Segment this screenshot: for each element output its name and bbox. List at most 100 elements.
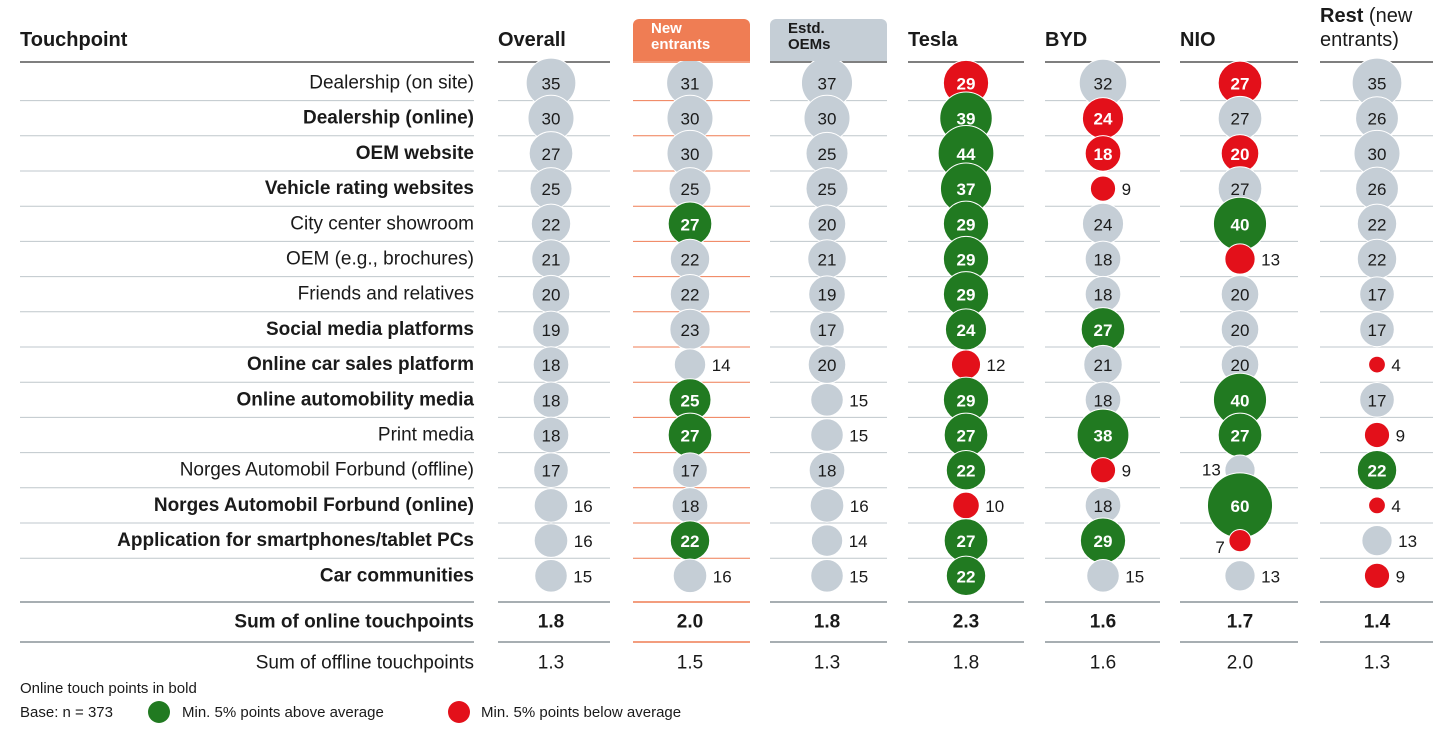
- value-label: 18: [818, 462, 837, 481]
- sum-offline-value: 2.0: [1227, 653, 1253, 674]
- value-bubble: [1359, 311, 1395, 348]
- value-label: 29: [957, 251, 976, 270]
- value-label: 20: [542, 286, 561, 305]
- value-label: 29: [1094, 532, 1113, 551]
- column-header-rest-normal: (new entrants): [1320, 5, 1413, 51]
- sum-online-label: Sum of online touchpoints: [234, 612, 474, 633]
- row-label: Friends and relatives: [298, 284, 474, 305]
- value-label: 25: [681, 391, 700, 410]
- value-bubble: [534, 559, 568, 593]
- sum-online-value: 1.8: [538, 612, 564, 633]
- value-label: 22: [681, 251, 700, 270]
- column-header-line: New: [651, 20, 682, 37]
- value-label: 15: [849, 567, 868, 586]
- value-label: 19: [818, 286, 837, 305]
- header-touchpoint: Touchpoint: [20, 29, 128, 51]
- value-label: 10: [985, 497, 1004, 516]
- value-bubble: [1361, 524, 1393, 557]
- value-label: 17: [1368, 321, 1387, 340]
- value-label: 9: [1122, 462, 1131, 481]
- value-label: 18: [542, 427, 561, 446]
- value-label: 15: [849, 427, 868, 446]
- value-label: 27: [681, 427, 700, 446]
- value-label: 20: [1231, 286, 1250, 305]
- value-label: 27: [1094, 321, 1113, 340]
- sum-offline-value: 1.3: [814, 653, 840, 674]
- value-label: 31: [681, 75, 700, 94]
- value-bubble: [810, 418, 844, 452]
- value-label: 24: [957, 321, 976, 340]
- row-label: OEM website: [356, 143, 474, 164]
- value-label: 18: [1094, 497, 1113, 516]
- value-label: 27: [957, 427, 976, 446]
- value-label: 27: [542, 145, 561, 164]
- value-bubble: [1356, 450, 1398, 491]
- sum-offline-value: 1.5: [677, 653, 703, 674]
- value-label: 27: [1231, 75, 1250, 94]
- sum-offline-value: 1.3: [1364, 653, 1390, 674]
- value-label: 17: [681, 462, 700, 481]
- value-label: 26: [1368, 110, 1387, 129]
- legend-above-label: Min. 5% points above average: [182, 704, 384, 721]
- row-label: City center showroom: [290, 213, 474, 234]
- value-label: 32: [1094, 75, 1113, 94]
- legend-below-label: Min. 5% points below average: [481, 704, 682, 721]
- value-label: 19: [542, 321, 561, 340]
- value-label: 22: [1368, 215, 1387, 234]
- value-label: 24: [1094, 110, 1113, 129]
- value-bubble: [1228, 528, 1252, 553]
- value-label: 13: [1261, 567, 1280, 586]
- value-label: 39: [957, 110, 976, 129]
- value-bubble: [810, 383, 844, 417]
- value-label: 27: [681, 215, 700, 234]
- value-label: 18: [1094, 286, 1113, 305]
- value-bubble: [945, 555, 987, 596]
- value-label: 22: [1368, 462, 1387, 481]
- value-label: 60: [1231, 497, 1250, 516]
- row-label: Dealership (online): [303, 108, 474, 129]
- column-header-line: Estd.: [788, 20, 825, 37]
- row-label: Norges Automobil Forbund (offline): [180, 460, 474, 481]
- sum-online-value: 2.0: [677, 612, 703, 633]
- row-label: Dealership (on site): [309, 73, 474, 94]
- value-bubble: [533, 452, 569, 489]
- value-label: 18: [542, 391, 561, 410]
- value-bubble: [533, 488, 569, 523]
- value-bubble: [673, 348, 707, 381]
- value-label: 37: [818, 75, 837, 94]
- value-label: 14: [712, 356, 731, 375]
- value-label: 17: [542, 462, 561, 481]
- value-label: 21: [542, 251, 561, 270]
- value-label: 25: [818, 145, 837, 164]
- value-bubble: [1224, 560, 1256, 592]
- value-label: 16: [574, 497, 593, 516]
- value-label: 29: [957, 391, 976, 410]
- value-bubble: [1084, 135, 1122, 172]
- column-header: NIO: [1180, 29, 1216, 51]
- value-label: 29: [957, 286, 976, 305]
- value-bubble: [1363, 562, 1391, 589]
- value-label: 25: [542, 180, 561, 199]
- value-label: 15: [849, 391, 868, 410]
- value-bubble: [809, 488, 845, 523]
- value-label: 27: [1231, 110, 1250, 129]
- value-bubble: [1089, 175, 1117, 202]
- value-label: 44: [957, 145, 976, 164]
- column-header: Tesla: [908, 29, 958, 51]
- value-bubble: [810, 559, 844, 593]
- value-bubble: [1363, 421, 1391, 449]
- value-label: 14: [849, 532, 868, 551]
- value-label: 30: [681, 110, 700, 129]
- value-bubble: [1368, 496, 1386, 515]
- sum-online-value: 1.4: [1364, 612, 1391, 633]
- value-label: 25: [681, 180, 700, 199]
- value-label: 27: [1231, 427, 1250, 446]
- value-label: 7: [1215, 538, 1224, 557]
- value-bubble: [1359, 276, 1395, 313]
- value-label: 30: [542, 110, 561, 129]
- value-bubble: [1089, 457, 1117, 484]
- value-label: 22: [957, 567, 976, 586]
- value-label: 18: [542, 356, 561, 375]
- value-label: 9: [1396, 427, 1405, 446]
- sum-offline-label: Sum of offline touchpoints: [256, 653, 474, 674]
